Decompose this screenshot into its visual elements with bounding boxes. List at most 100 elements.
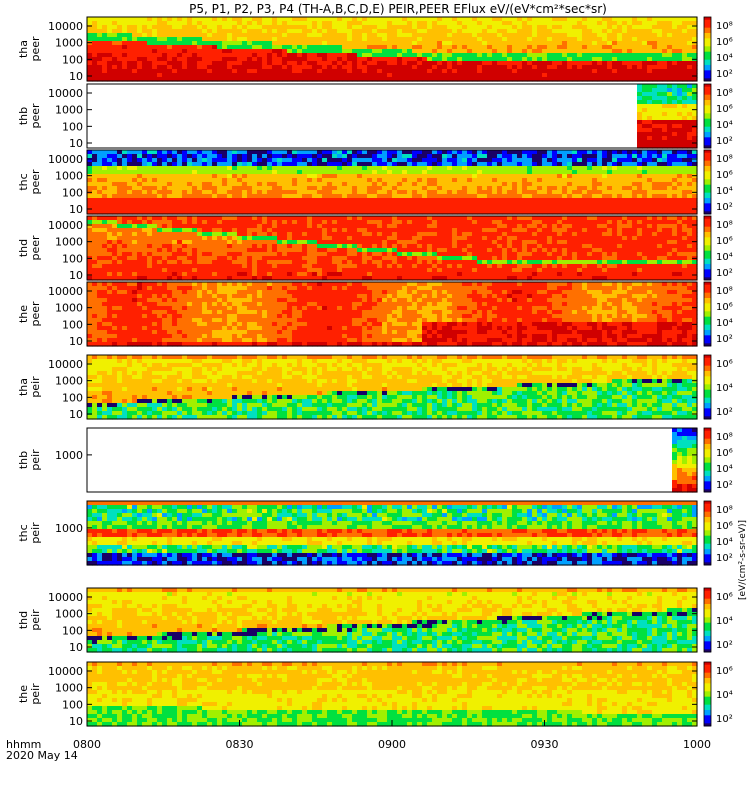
colorbar-tick-label: 10² xyxy=(716,407,733,418)
y-tick-label: 1000 xyxy=(55,236,83,249)
y-label-type: peer xyxy=(29,235,42,261)
y-tick-label: 10000 xyxy=(48,665,83,678)
colorbar-tick-label: 10² xyxy=(716,268,733,279)
x-axis-label-date: 2020 May 14 xyxy=(6,749,78,762)
heatmap-thd-peer xyxy=(87,216,698,281)
colorbar-unit-label: [eV/(cm²-s-sr-eV)] xyxy=(738,520,748,600)
heatmap-tha-peer xyxy=(87,17,698,82)
colorbar-tick-label: 10⁶ xyxy=(716,448,733,459)
colorbar-tick-label: 10² xyxy=(716,202,733,213)
colorbar-tick-label: 10⁴ xyxy=(716,186,733,197)
y-tick-label: 100 xyxy=(62,698,83,711)
y-tick-label: 1000 xyxy=(55,522,83,535)
y-label-type: peir xyxy=(29,609,42,631)
y-label-type: peer xyxy=(29,36,42,62)
colorbar-tick-label: 10⁴ xyxy=(716,383,733,394)
y-tick-label: 10 xyxy=(69,269,83,282)
heatmap-thc-peer xyxy=(87,150,698,215)
colorbar-tick-label: 10⁶ xyxy=(716,236,733,247)
y-tick-label: 10000 xyxy=(48,20,83,33)
y-tick-label: 1000 xyxy=(55,104,83,117)
y-tick-label: 1000 xyxy=(55,608,83,621)
heatmap-thc-peir xyxy=(87,501,698,566)
colorbar-tick-label: 10² xyxy=(716,553,733,564)
y-tick-label: 10000 xyxy=(48,153,83,166)
colorbar-thb-peer: 10⁸ 10⁶ 10⁴ 10² xyxy=(704,84,733,149)
y-label-type: peer xyxy=(29,301,42,327)
y-tick-label: 10 xyxy=(69,715,83,728)
y-tick-label: 1000 xyxy=(55,682,83,695)
heatmap-thb-peer xyxy=(637,84,698,149)
colorbar-tick-label: 10⁴ xyxy=(716,690,733,701)
colorbar-tha-peer: 10⁸ 10⁶ 10⁴ 10² xyxy=(704,17,733,82)
heatmap-the-peir xyxy=(87,662,698,727)
y-tick-label: 100 xyxy=(62,391,83,404)
colorbar-tick-label: 10⁴ xyxy=(716,120,733,131)
colorbar-tick-label: 10⁸ xyxy=(716,21,733,32)
y-label-type: peir xyxy=(29,522,42,544)
colorbar-tick-label: 10⁸ xyxy=(716,505,733,516)
colorbar-tick-label: 10⁶ xyxy=(716,37,733,48)
y-tick-label: 10000 xyxy=(48,358,83,371)
x-tick-label: 0900 xyxy=(378,738,406,751)
colorbar-tick-label: 10⁶ xyxy=(716,104,733,115)
colorbar-tick-label: 10² xyxy=(716,136,733,147)
colorbar-tick-label: 10⁶ xyxy=(716,302,733,313)
x-tick-label: 0830 xyxy=(226,738,254,751)
colorbar-tick-label: 10⁴ xyxy=(716,53,733,64)
figure-title: P5, P1, P2, P3, P4 (TH-A,B,C,D,E) PEIR,P… xyxy=(189,2,607,16)
colorbar-tick-label: 10⁴ xyxy=(716,318,733,329)
y-tick-label: 10 xyxy=(69,70,83,83)
y-label-type: peir xyxy=(29,376,42,398)
y-label-type: peer xyxy=(29,103,42,129)
y-tick-label: 10 xyxy=(69,641,83,654)
panel-frame xyxy=(87,428,697,492)
colorbar-tick-label: 10⁶ xyxy=(716,592,733,603)
y-tick-label: 100 xyxy=(62,318,83,331)
colorbar-tick-label: 10⁴ xyxy=(716,252,733,263)
y-tick-label: 10000 xyxy=(48,87,83,100)
y-tick-label: 10000 xyxy=(48,591,83,604)
colorbar-tick-label: 10⁴ xyxy=(716,537,733,548)
y-label-type: peir xyxy=(29,683,42,705)
y-tick-label: 10000 xyxy=(48,285,83,298)
y-tick-label: 10 xyxy=(69,203,83,216)
colorbar-tick-label: 10² xyxy=(716,69,733,80)
colorbar-tick-label: 10⁶ xyxy=(716,666,733,677)
colorbar-tick-label: 10⁴ xyxy=(716,616,733,627)
x-tick-label: 1000 xyxy=(683,738,711,751)
colorbar-tick-label: 10⁸ xyxy=(716,432,733,443)
panel-frame xyxy=(87,84,697,148)
y-tick-label: 100 xyxy=(62,120,83,133)
colorbar-tick-label: 10⁶ xyxy=(716,170,733,181)
y-tick-label: 1000 xyxy=(55,375,83,388)
y-tick-label: 100 xyxy=(62,53,83,66)
colorbar-tick-label: 10² xyxy=(716,714,733,725)
y-tick-label: 1000 xyxy=(55,302,83,315)
y-tick-label: 100 xyxy=(62,624,83,637)
y-tick-label: 1000 xyxy=(55,449,83,462)
y-label-type: peer xyxy=(29,169,42,195)
colorbar-tick-label: 10⁸ xyxy=(716,88,733,99)
heatmap-the-peer xyxy=(87,282,698,347)
y-tick-label: 1000 xyxy=(55,170,83,183)
y-tick-label: 10 xyxy=(69,408,83,421)
y-tick-label: 1000 xyxy=(55,37,83,50)
colorbar-tick-label: 10² xyxy=(716,640,733,651)
colorbar-tick-label: 10⁸ xyxy=(716,286,733,297)
